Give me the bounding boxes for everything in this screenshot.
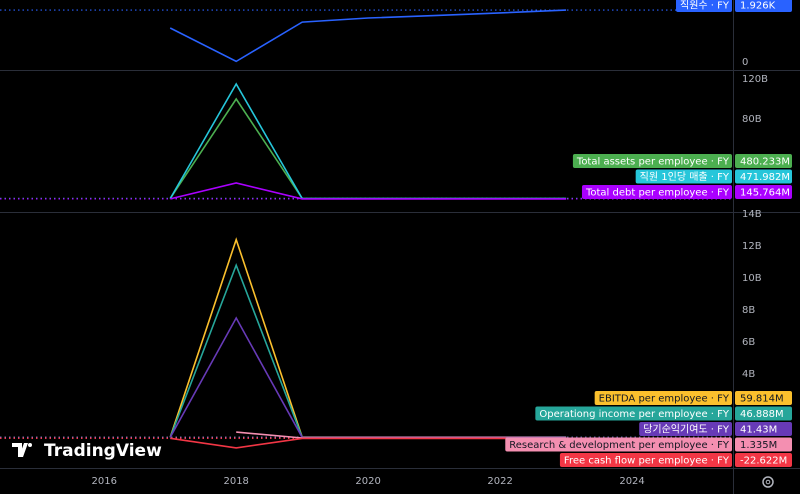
value-label: 145.764M [740, 188, 790, 199]
series-line [170, 182, 567, 200]
y-tick-label: 12B [742, 241, 762, 252]
value-box [735, 437, 792, 452]
y-tick-label: 0 [742, 57, 748, 68]
series-label: Research & development per employee · FY… [505, 437, 792, 452]
series-name-box [535, 406, 732, 421]
series-label: Free cash flow per employee · FY -22.622M [559, 453, 792, 467]
series-label: Total assets per employee · FY 480.233M [572, 154, 792, 168]
value-box [735, 406, 792, 421]
series-name: EBITDA per employee · FY [599, 394, 730, 405]
y-tick-label: 80B [742, 114, 762, 125]
settings-button[interactable] [762, 476, 774, 488]
series-name-box [639, 422, 732, 436]
y-tick-label: 120B [742, 74, 768, 85]
series-label: EBITDA per employee · FY 59.814M [594, 391, 792, 405]
series-label: Total debt per employee · FY 145.764M [581, 185, 792, 199]
series-name: Free cash flow per employee · FY [564, 456, 730, 467]
value-box [735, 0, 792, 12]
value-box [735, 453, 792, 467]
series-name-box [505, 437, 732, 452]
series-name: Total assets per employee · FY [576, 157, 730, 168]
series-name-box [559, 453, 732, 467]
logo-icon [12, 443, 28, 457]
value-box [735, 391, 792, 405]
series-name: Operationg income per employee · FY [539, 409, 730, 420]
value-label: 46.888M [740, 409, 784, 420]
watermark: TradingView [44, 441, 162, 461]
value-label: 1.335M [740, 440, 777, 451]
value-label: 480.233M [740, 157, 790, 168]
series-name-box [594, 391, 732, 405]
series-label: 직원 1인당 매출 · FY 471.982M [635, 169, 792, 184]
value-label: 41.43M [740, 425, 777, 436]
series-line [170, 437, 567, 449]
series-name-box [676, 0, 732, 12]
logo: TradingView [12, 441, 162, 461]
series-name: Research & development per employee · FY [509, 440, 730, 451]
series-label: 당기순익기여도 · FY 41.43M [639, 422, 792, 436]
x-tick-label: 2022 [487, 476, 512, 487]
series-label: Operationg income per employee · FY 46.88… [535, 406, 792, 421]
series-name: Total debt per employee · FY [585, 188, 730, 199]
y-tick-label: 14B [742, 209, 762, 220]
y-tick-label: 10B [742, 273, 762, 284]
y-tick-label: 4B [742, 369, 755, 380]
series-line [169, 9, 567, 63]
series-name: 당기순익기여도 · FY [643, 424, 730, 436]
series-name-box [581, 185, 732, 199]
y-tick-label: 6B [742, 337, 755, 348]
series-name-box [572, 154, 732, 168]
logo-dot [28, 443, 32, 447]
x-tick-label: 2020 [355, 476, 380, 487]
gear-center [765, 479, 771, 485]
gear-icon[interactable] [762, 476, 774, 488]
x-tick-label: 2018 [223, 476, 248, 487]
value-box [735, 422, 792, 436]
value-label: 471.982M [740, 172, 790, 183]
value-label: -22.622M [740, 456, 787, 467]
series-name-box [635, 169, 732, 184]
x-tick-label: 2024 [619, 476, 644, 487]
value-label: 1.926K [740, 1, 776, 12]
value-box [735, 154, 792, 168]
value-box [735, 169, 792, 184]
value-box [735, 185, 792, 199]
series-label: 직원수 · FY 1.926K [676, 0, 792, 12]
series-name: 직원수 · FY [680, 0, 730, 12]
y-tick-label: 8B [742, 305, 755, 316]
series-name: 직원 1인당 매출 · FY [640, 171, 730, 183]
value-label: 59.814M [740, 394, 784, 405]
x-tick-label: 2016 [92, 476, 117, 487]
